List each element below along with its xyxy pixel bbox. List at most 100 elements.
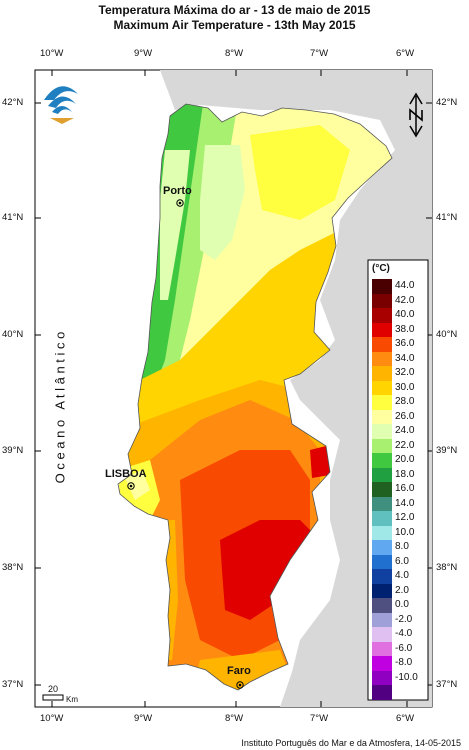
lat-label-right: 40°N: [436, 329, 458, 340]
lat-label-left: 37°N: [2, 679, 24, 690]
lon-label-top: 7°W: [310, 48, 329, 59]
legend-swatch: [372, 540, 392, 555]
lat-label-left: 39°N: [2, 445, 24, 456]
lat-label-right: 37°N: [436, 679, 458, 690]
lat-label-left: 41°N: [2, 212, 24, 223]
lon-label-top: 6°W: [396, 48, 415, 59]
legend-label: 18.0: [395, 468, 415, 480]
legend-swatch: [372, 438, 392, 453]
lon-label-bottom: 10°W: [40, 713, 64, 724]
legend-swatch: [372, 670, 392, 685]
legend-label: 6.0: [395, 555, 409, 567]
legend-swatch: [372, 453, 392, 468]
legend-label: -10.0: [395, 671, 418, 683]
legend-label: 38.0: [395, 323, 415, 335]
legend-label: 22.0: [395, 439, 415, 451]
legend-swatch: [372, 627, 392, 642]
scale-bar-unit: Km: [66, 695, 78, 704]
legend-label: 4.0: [395, 570, 409, 581]
scale-bar-value: 20: [48, 684, 59, 694]
spain-land: [160, 70, 432, 707]
lat-label-right: 41°N: [436, 212, 458, 223]
legend-swatch: [372, 583, 392, 598]
portugal-coastline: [117, 103, 393, 691]
legend-swatch: [372, 366, 392, 381]
lat-label-right: 42°N: [436, 97, 458, 108]
legend-label: 24.0: [395, 425, 415, 436]
legend-swatch: [372, 424, 392, 439]
lon-label-bottom: 9°W: [134, 713, 153, 724]
legend-swatch: [372, 293, 392, 308]
legend-swatch: [372, 467, 392, 482]
legend-label: -8.0: [395, 657, 413, 668]
legend-label: 34.0: [395, 352, 415, 364]
graticule-ticks: [35, 70, 432, 707]
legend-swatch: [372, 496, 392, 511]
legend-swatch: [372, 511, 392, 526]
legend-label: 26.0: [395, 410, 415, 422]
legend-label: -4.0: [395, 628, 413, 639]
legend-swatch: [372, 685, 392, 700]
legend-swatch: [372, 279, 392, 294]
legend-label: 20.0: [395, 454, 415, 465]
ocean-label: O c e a n o A t l â n t i c o: [52, 331, 68, 484]
map-title-en: Maximum Air Temperature - 13th May 2015: [113, 18, 356, 32]
legend-label: -6.0: [395, 642, 413, 654]
legend-swatch: [372, 395, 392, 410]
legend-label: 36.0: [395, 338, 415, 349]
lat-label-left: 40°N: [2, 329, 24, 340]
legend-label: 30.0: [395, 381, 415, 393]
legend-swatch: [372, 409, 392, 424]
city-markers: [127, 199, 244, 689]
legend-swatch: [372, 612, 392, 627]
lon-label-bottom: 6°W: [396, 713, 415, 724]
legend-label: 14.0: [395, 497, 415, 509]
footer-credit: Instituto Português do Mar e da Atmosfer…: [241, 738, 461, 748]
legend-swatch: [372, 380, 392, 395]
legend-swatch: [372, 337, 392, 352]
legend-label: 10.0: [395, 526, 415, 538]
lon-label-top: 10°W: [40, 48, 64, 59]
legend-label: 32.0: [395, 367, 415, 378]
city-label-faro: Faro: [227, 665, 251, 677]
legend-label: 40.0: [395, 309, 415, 320]
map-title-pt: Temperatura Máxima do ar - 13 de maio de…: [98, 3, 371, 17]
lisboa-marker: [127, 482, 135, 490]
legend-swatch: [372, 482, 392, 497]
legend-swatch: [372, 525, 392, 540]
legend-label: 28.0: [395, 396, 415, 407]
lon-label-bottom: 8°W: [225, 713, 244, 724]
legend-swatch: [372, 569, 392, 584]
lat-label-right: 39°N: [436, 445, 458, 456]
lon-label-top: 9°W: [134, 48, 153, 59]
legend-label: 2.0: [395, 584, 409, 596]
porto-marker: [176, 199, 184, 207]
legend-label: -2.0: [395, 613, 413, 625]
legend-swatch: [372, 554, 392, 569]
lon-label-bottom: 7°W: [310, 713, 329, 724]
legend-label: 8.0: [395, 541, 409, 552]
faro-marker: [236, 681, 244, 689]
legend-swatch: [372, 322, 392, 337]
legend-swatch: [372, 656, 392, 671]
city-label-porto: Porto: [163, 185, 192, 197]
lat-label-left: 42°N: [2, 97, 24, 108]
legend-swatch: [372, 308, 392, 323]
legend-swatch: [372, 641, 392, 656]
legend-label: 0.0: [395, 599, 409, 610]
lat-label-left: 38°N: [2, 562, 24, 573]
legend-label: 42.0: [395, 294, 415, 306]
legend-unit: (°C): [372, 263, 390, 274]
legend-label: 44.0: [395, 280, 415, 291]
legend-label: 16.0: [395, 483, 415, 494]
ipma-logo: [44, 86, 78, 124]
scale-bar: [42, 694, 64, 701]
north-arrow-icon: [409, 92, 423, 138]
legend-label: 12.0: [395, 512, 415, 523]
legend-swatch: [372, 351, 392, 366]
legend-swatch: [372, 598, 392, 613]
city-label-lisboa: LISBOA: [105, 468, 147, 480]
lat-label-right: 38°N: [436, 562, 458, 573]
lon-label-top: 8°W: [225, 48, 244, 59]
